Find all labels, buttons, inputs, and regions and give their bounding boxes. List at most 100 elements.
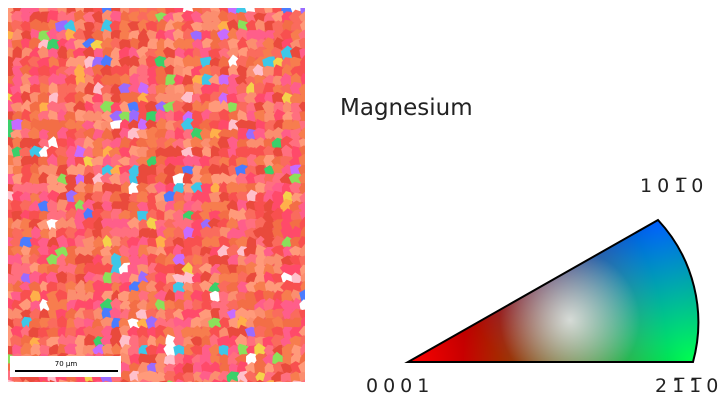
grain <box>298 93 305 104</box>
grain <box>298 183 305 196</box>
grain <box>154 299 167 313</box>
grain <box>154 181 169 195</box>
grain <box>262 290 276 302</box>
grain <box>155 117 167 133</box>
grain <box>256 379 264 382</box>
grain <box>219 317 231 329</box>
grain <box>109 110 124 123</box>
grain <box>218 55 231 70</box>
grain <box>300 272 305 284</box>
grain <box>172 273 186 285</box>
grain <box>120 181 131 196</box>
grain <box>10 334 24 347</box>
grain <box>12 280 23 295</box>
grain <box>117 156 133 167</box>
grain <box>159 380 167 382</box>
grain <box>235 55 250 68</box>
grain <box>210 145 221 160</box>
grain <box>217 255 231 268</box>
grain <box>262 100 276 115</box>
grain <box>271 308 284 320</box>
grain <box>101 9 114 24</box>
grain <box>201 289 214 303</box>
grain <box>14 381 21 382</box>
grain <box>119 281 133 293</box>
corner-label: 0001 <box>366 375 434 397</box>
grain <box>289 326 302 339</box>
grain <box>109 333 124 349</box>
grain <box>173 226 185 240</box>
grain <box>244 208 258 222</box>
grain <box>173 263 186 276</box>
grain <box>55 216 71 231</box>
grain <box>154 55 168 69</box>
grain <box>264 8 276 14</box>
grain <box>194 380 200 382</box>
grain <box>155 324 168 338</box>
grain <box>237 36 250 50</box>
grain <box>164 129 178 143</box>
grain <box>228 272 240 284</box>
grain <box>137 118 150 131</box>
grain <box>252 227 267 241</box>
grain <box>201 335 212 348</box>
grain <box>28 318 43 330</box>
grain <box>100 64 115 79</box>
grain <box>192 254 204 266</box>
grain <box>117 290 132 302</box>
grain <box>129 73 142 87</box>
grain <box>255 192 266 203</box>
grain <box>201 19 213 33</box>
grain <box>173 155 188 169</box>
corner-label: 21̅1̅0 <box>655 375 719 397</box>
grain <box>281 144 295 159</box>
grain <box>128 289 142 305</box>
grain <box>172 100 187 114</box>
grain <box>82 217 97 232</box>
grain <box>226 217 240 231</box>
grain <box>298 37 305 51</box>
grain <box>290 289 303 302</box>
grain <box>218 119 231 133</box>
grain <box>237 370 249 382</box>
grain <box>182 38 195 51</box>
grain <box>91 56 105 68</box>
grain <box>155 29 168 41</box>
grain <box>153 262 168 277</box>
grain <box>18 298 33 311</box>
grain <box>84 333 97 348</box>
grain <box>282 101 293 114</box>
grain <box>183 183 195 194</box>
grain <box>74 81 87 96</box>
grain <box>135 156 151 167</box>
grain <box>119 308 131 320</box>
grain <box>29 172 41 186</box>
grain <box>289 264 303 276</box>
grain <box>11 28 23 43</box>
grain <box>234 164 248 176</box>
grain <box>201 300 214 313</box>
grain <box>291 272 302 285</box>
grain <box>37 91 52 106</box>
grain <box>136 325 150 339</box>
grain <box>54 145 69 161</box>
grain <box>28 200 42 214</box>
grain <box>217 210 233 222</box>
corner-label: 101̅0 <box>640 175 708 197</box>
grain <box>29 8 41 15</box>
grain <box>110 37 122 51</box>
grain <box>236 64 249 77</box>
grain <box>110 235 123 249</box>
grain <box>58 379 69 382</box>
grain <box>74 262 87 277</box>
grain <box>280 72 295 87</box>
grain <box>109 137 122 149</box>
grain <box>198 209 212 221</box>
grain <box>272 344 283 356</box>
grain <box>201 344 213 356</box>
grain <box>226 335 239 349</box>
grain <box>299 111 305 124</box>
grain <box>11 272 25 286</box>
grain <box>199 353 214 366</box>
